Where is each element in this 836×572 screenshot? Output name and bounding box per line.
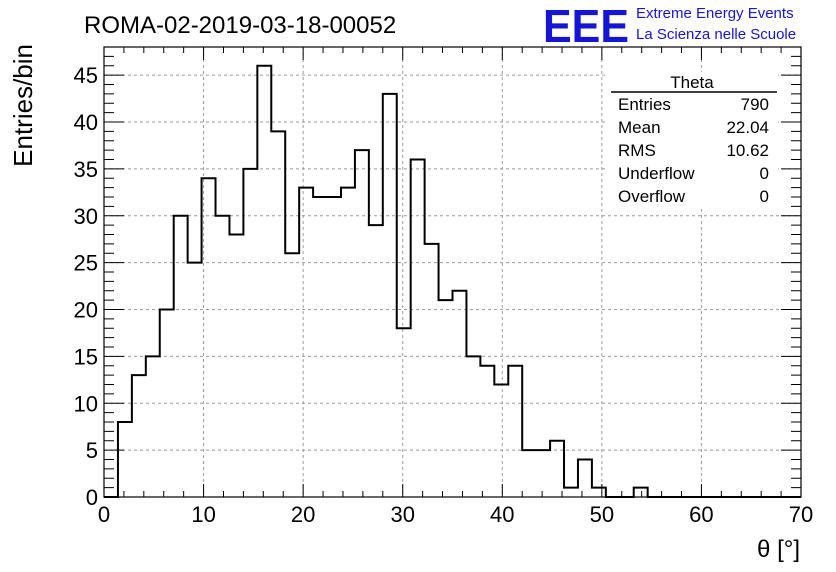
y-tick-label: 20 — [74, 298, 98, 323]
stats-rows: Entries 790 Mean 22.04 RMS 10.62 Underflow 0 Ove… — [618, 95, 769, 206]
chart-title: ROMA-02-2019-03-18-00052 — [84, 12, 396, 39]
y-tick-label: 15 — [74, 344, 98, 369]
y-tick-label: 5 — [86, 438, 98, 463]
y-tick-label: 35 — [74, 157, 98, 182]
y-axis-label: Entries/bin — [8, 44, 38, 167]
y-tick-label: 45 — [74, 63, 98, 88]
stats-row-value: 0 — [760, 164, 769, 183]
eee-logo: EEE Extreme Energy Events La Scienza nel… — [543, 0, 796, 52]
stats-row-value: 790 — [741, 95, 769, 114]
stats-row-value: 10.62 — [726, 141, 769, 160]
eee-logo-line2: La Scienza nelle Scuole — [636, 26, 796, 43]
x-tick-label: 50 — [590, 502, 614, 527]
y-tick-label: 10 — [74, 391, 98, 416]
x-tick-label: 10 — [191, 502, 215, 527]
y-tick-label: 0 — [86, 485, 98, 510]
x-tick-label: 30 — [390, 502, 414, 527]
y-tick-labels: 0 5 10 15 20 25 30 35 40 45 — [74, 63, 98, 510]
eee-logo-text: EEE — [543, 0, 629, 52]
stats-row-label: RMS — [618, 141, 656, 160]
x-tick-labels: 0 10 20 30 40 50 60 70 — [98, 502, 813, 527]
x-tick-label: 70 — [789, 502, 813, 527]
stats-box-title: Theta — [670, 73, 714, 92]
stats-row-label: Underflow — [618, 164, 695, 183]
stats-row-label: Entries — [618, 95, 671, 114]
y-tick-label: 40 — [74, 110, 98, 135]
stats-row-value: 0 — [760, 187, 769, 206]
plot-frame — [103, 46, 802, 498]
stats-row-label: Mean — [618, 118, 661, 137]
stats-row-label: Overflow — [618, 187, 686, 206]
x-axis-label: θ [°] — [757, 536, 800, 563]
eee-logo-line1: Extreme Energy Events — [636, 5, 794, 22]
stats-box: Theta Entries 790 Mean 22.04 RMS 10.62 Underfl… — [608, 72, 778, 208]
x-tick-label: 0 — [98, 502, 110, 527]
x-tick-label: 60 — [689, 502, 713, 527]
y-tick-label: 25 — [74, 251, 98, 276]
y-tick-label: 30 — [74, 204, 98, 229]
x-tick-label: 40 — [490, 502, 514, 527]
stats-box-background — [608, 72, 778, 208]
stats-row-value: 22.04 — [726, 118, 769, 137]
x-tick-label: 20 — [291, 502, 315, 527]
